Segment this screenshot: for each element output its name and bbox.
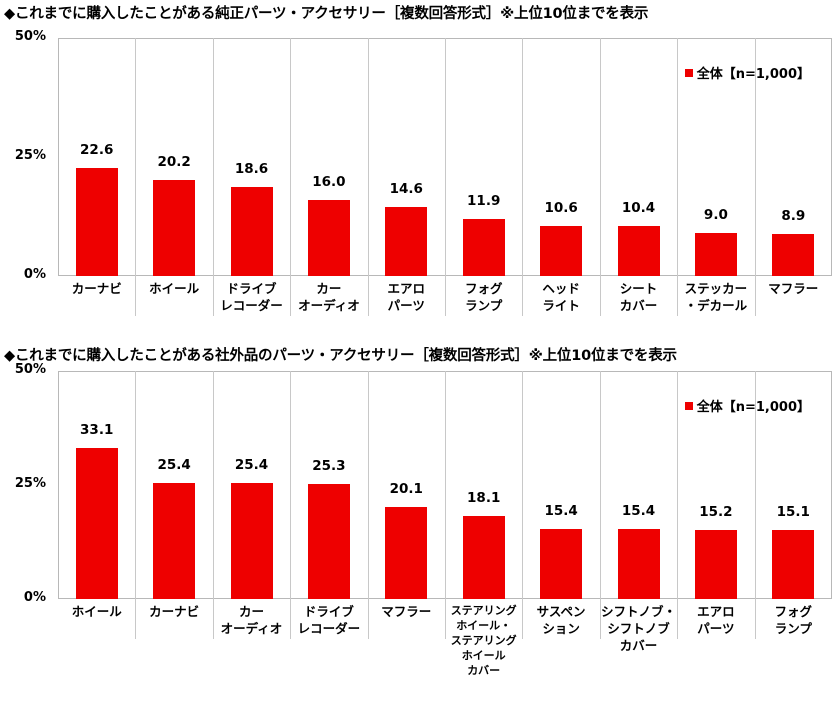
bar xyxy=(462,219,505,276)
y-tick-label: 25% xyxy=(14,476,46,491)
value-label: 10.6 xyxy=(544,199,578,216)
bar xyxy=(307,483,350,599)
value-label: 16.0 xyxy=(312,173,346,190)
value-label: 8.9 xyxy=(781,207,806,224)
category-divider xyxy=(290,371,291,639)
bar xyxy=(540,528,583,599)
y-tick-label: 0% xyxy=(23,590,46,605)
legend-label: 全体【n=1,000】 xyxy=(696,67,810,82)
legend: 全体【n=1,000】 xyxy=(684,63,810,82)
value-label: 14.6 xyxy=(389,180,423,197)
bar xyxy=(617,226,660,276)
category-label: ドライブ レコーダー xyxy=(220,281,283,313)
category-divider xyxy=(213,371,214,639)
category-divider xyxy=(600,371,601,639)
category-divider xyxy=(522,38,523,316)
category-label: サスペン ション xyxy=(536,604,586,636)
value-label: 22.6 xyxy=(80,142,114,159)
legend-swatch xyxy=(684,401,693,410)
bar xyxy=(153,179,196,276)
bar xyxy=(617,528,660,599)
bar xyxy=(694,233,737,276)
category-divider xyxy=(522,371,523,639)
category-label: フォグ ランプ xyxy=(774,604,813,636)
value-label: 15.2 xyxy=(699,503,733,520)
category-label: カー オーディオ xyxy=(220,604,283,636)
value-label: 15.1 xyxy=(776,504,810,521)
category-label: マフラー xyxy=(768,281,819,296)
legend-swatch xyxy=(684,68,693,77)
category-divider xyxy=(677,38,678,316)
value-label: 11.9 xyxy=(467,193,501,210)
bar xyxy=(694,529,737,599)
y-tick-label: 50% xyxy=(14,29,46,44)
bar xyxy=(385,206,428,276)
bar xyxy=(230,483,273,599)
y-tick-label: 0% xyxy=(23,267,46,282)
bar xyxy=(153,483,196,599)
category-divider xyxy=(600,38,601,316)
category-divider xyxy=(213,38,214,316)
value-label: 18.6 xyxy=(234,161,269,178)
bar xyxy=(772,530,815,599)
category-divider xyxy=(755,371,756,639)
value-label: 25.4 xyxy=(234,457,269,474)
bar xyxy=(230,187,273,276)
category-label: シフトノブ・ シフトノブ カバー xyxy=(600,604,676,653)
bar xyxy=(75,448,118,599)
bar xyxy=(772,233,815,276)
category-label: カー オーディオ xyxy=(298,281,360,313)
bar xyxy=(540,225,583,276)
category-label: エアロ パーツ xyxy=(387,281,426,313)
category-divider xyxy=(445,38,446,316)
category-label: カーナビ xyxy=(71,281,122,296)
bar xyxy=(462,516,505,599)
category-label: カーナビ xyxy=(149,604,200,619)
category-label: フォグ ランプ xyxy=(464,281,503,313)
category-divider xyxy=(677,371,678,639)
category-label: ホイール xyxy=(149,281,200,296)
category-divider xyxy=(755,38,756,316)
category-label: エアロ パーツ xyxy=(697,604,735,636)
value-label: 20.2 xyxy=(157,153,191,170)
legend: 全体【n=1,000】 xyxy=(684,396,810,415)
bar xyxy=(75,168,118,276)
value-label: 9.0 xyxy=(703,207,728,224)
y-tick-label: 50% xyxy=(14,362,46,377)
chart-title: ◆これまでに購入したことがある純正パーツ・アクセサリー［複数回答形式］※上位10… xyxy=(4,6,649,22)
value-label: 10.4 xyxy=(621,200,656,217)
value-label: 25.3 xyxy=(312,457,346,474)
value-label: 18.1 xyxy=(467,490,501,507)
bar xyxy=(307,199,350,276)
category-divider xyxy=(368,371,369,639)
category-label: ステアリング ホイール・ ステアリング ホイール カバー xyxy=(450,604,517,677)
value-label: 15.4 xyxy=(621,502,656,519)
value-label: 15.4 xyxy=(544,502,578,519)
category-label: ドライブ レコーダー xyxy=(297,604,361,636)
value-label: 20.1 xyxy=(389,481,423,498)
legend-label: 全体【n=1,000】 xyxy=(696,400,810,415)
category-label: ホイール xyxy=(71,604,122,619)
value-label: 33.1 xyxy=(80,422,114,439)
bar xyxy=(385,507,428,599)
chart-title: ◆これまでに購入したことがある社外品のパーツ・アクセサリー［複数回答形式］※上位… xyxy=(4,348,677,364)
category-label: ヘッド ライト xyxy=(542,281,580,313)
category-divider xyxy=(445,371,446,639)
category-divider xyxy=(290,38,291,316)
category-divider xyxy=(135,371,136,639)
category-label: マフラー xyxy=(381,604,432,619)
category-divider xyxy=(368,38,369,316)
category-label: ステッカー ・デカール xyxy=(684,281,748,313)
value-label: 25.4 xyxy=(157,457,191,474)
y-tick-label: 25% xyxy=(14,148,46,163)
category-divider xyxy=(135,38,136,316)
category-label: シート カバー xyxy=(619,281,658,313)
